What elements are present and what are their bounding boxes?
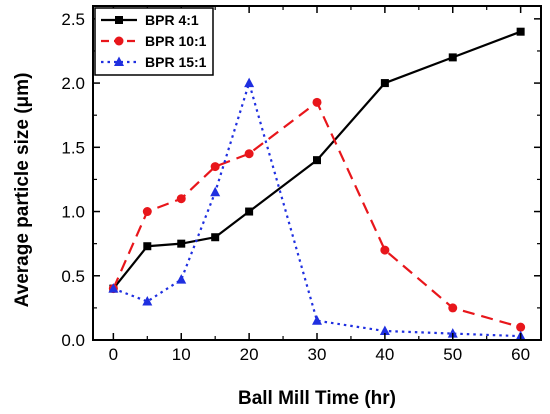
x-tick-label: 20 — [240, 345, 259, 364]
data-point-s3-4 — [210, 186, 221, 197]
y-tick-label: 1.5 — [61, 138, 85, 157]
y-tick-label: 2.0 — [61, 74, 85, 93]
data-point-s2-7 — [380, 245, 390, 255]
data-point-s2-3 — [176, 194, 186, 204]
axes: 0 10 20 30 40 50 60 0.0 0.5 1.0 1.5 2.0 2.5 — [61, 5, 542, 364]
x-tick-label: 50 — [443, 345, 462, 364]
data-point-s3-8 — [447, 328, 458, 338]
series-line-3 — [112, 81, 521, 338]
data-point-s3-2 — [142, 295, 153, 306]
data-point-s2-5 — [244, 149, 254, 159]
x-tick-label: 0 — [109, 345, 118, 364]
data-point-s1-7 — [380, 79, 389, 88]
x-tick-label: 30 — [308, 345, 327, 364]
data-point-s1-2 — [143, 242, 152, 251]
x-tick-label: 10 — [172, 345, 191, 364]
data-point-s2-6 — [312, 97, 322, 107]
series-line-2 — [112, 101, 521, 329]
legend-marker-1 — [115, 16, 123, 24]
data-point-s1-3 — [177, 239, 186, 248]
data-point-s1-4 — [211, 233, 220, 242]
data-point-s3-6 — [312, 315, 322, 325]
y-axis-title: Average particle size (μm) — [12, 73, 33, 308]
data-point-s2-9 — [516, 322, 526, 332]
data-point-s3-5 — [244, 77, 255, 88]
x-tick-label: 40 — [375, 345, 394, 364]
y-tick-label: 2.5 — [61, 10, 85, 29]
legend-marker-3 — [114, 56, 124, 66]
legend-label-3: BPR 15:1 — [145, 54, 207, 70]
data-point-s1-6 — [313, 156, 321, 165]
data-point-s3-1 — [108, 283, 119, 293]
data-point-s1-5 — [245, 207, 254, 216]
legend-label-2: BPR 10:1 — [145, 33, 207, 49]
legend-marker-2 — [114, 36, 124, 46]
plot-area — [108, 27, 526, 341]
legend: BPR 4:1 BPR 10:1 BPR 15:1 — [94, 7, 214, 76]
y-tick-label: 0.0 — [61, 331, 85, 350]
data-point-s3-3 — [176, 274, 187, 284]
y-tick-label: 0.5 — [61, 267, 85, 286]
y-tick-label: 1.0 — [61, 203, 85, 222]
data-point-s2-2 — [142, 207, 152, 217]
legend-label-1: BPR 4:1 — [145, 12, 199, 28]
x-tick-label: 60 — [511, 345, 530, 364]
data-point-s2-4 — [210, 162, 220, 172]
data-point-s1-9 — [516, 27, 525, 36]
data-point-s1-8 — [448, 53, 457, 62]
data-point-s3-7 — [379, 325, 390, 336]
data-point-s2-8 — [448, 303, 458, 313]
x-axis-title: Ball Mill Time (hr) — [238, 388, 396, 409]
